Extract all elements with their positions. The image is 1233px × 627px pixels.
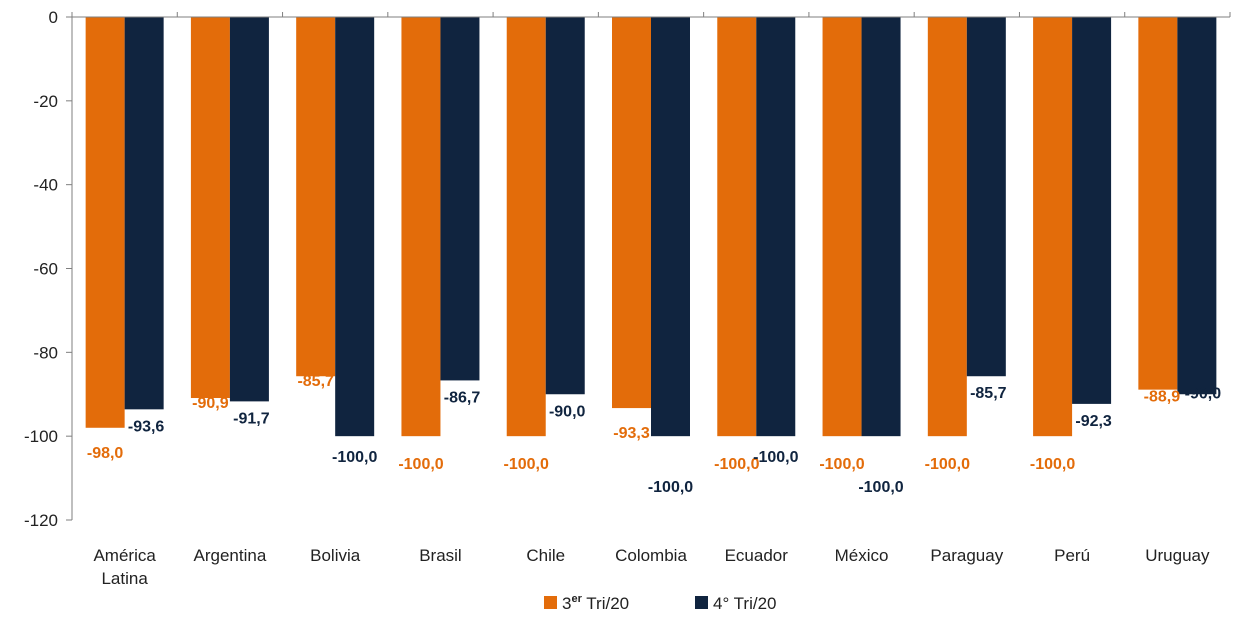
data-label-series1-8: -100,0 [925, 456, 970, 473]
legend-label-series1: 3er Tri/20 [562, 593, 629, 613]
category-label: América [93, 546, 156, 565]
category-label: Brasil [419, 546, 462, 565]
bar-series1-2 [296, 17, 336, 377]
legend-label-series1-base: 3 [562, 594, 571, 613]
bar-series1-5 [612, 17, 651, 409]
bar-series1-8 [927, 17, 967, 437]
bar-series2-10 [1177, 17, 1217, 395]
y-tick-label: -80 [33, 343, 58, 362]
bar-series1-7 [822, 17, 862, 437]
y-tick-label: -20 [33, 92, 58, 111]
legend-swatch-series1 [544, 596, 557, 609]
data-label-series1-5: -93,3 [613, 425, 650, 442]
axes: 0 -20 -40 -60 -80 -100 -120 América Latina Argent… [24, 8, 1231, 588]
data-label-series2-1: -91,7 [233, 410, 270, 427]
bar-series2-8 [966, 17, 1006, 377]
data-label-series1-1: -90,9 [192, 395, 229, 412]
y-tick-label: -100 [24, 427, 58, 446]
bar-series2-7 [861, 17, 901, 437]
legend-label-series2: 4° Tri/20 [713, 594, 777, 613]
data-label-series1-4: -100,0 [504, 456, 549, 473]
y-tick-label: 0 [49, 8, 58, 27]
data-label-series1-10: -88,9 [1144, 389, 1181, 406]
legend: 3er Tri/20 4° Tri/20 [544, 593, 777, 613]
bar-series1-4 [506, 17, 546, 437]
bar-series1-0 [85, 17, 125, 428]
legend-swatch-series2 [695, 596, 708, 609]
category-label: Colombia [615, 546, 687, 565]
bar-series1-3 [401, 17, 441, 437]
y-tick-label: -120 [24, 511, 58, 530]
bar-series2-4 [545, 17, 585, 395]
bar-series2-1 [229, 17, 269, 402]
data-label-series2-5: -100,0 [648, 479, 693, 496]
bar-series2-5 [651, 17, 690, 437]
data-label-series2-0: -93,6 [128, 418, 165, 435]
data-label-series2-4: -90,0 [549, 403, 586, 420]
category-label: Ecuador [725, 546, 789, 565]
bar-series1-1 [190, 17, 230, 399]
category-label: Perú [1054, 546, 1090, 565]
bar-series2-0 [124, 17, 164, 410]
bar-series1-10 [1138, 17, 1178, 390]
category-label: Paraguay [930, 546, 1003, 565]
legend-label-series1-sup: er [571, 593, 582, 605]
data-label-series1-2: -85,7 [297, 373, 334, 390]
bar-series1-6 [717, 17, 757, 437]
category-label: Argentina [194, 546, 267, 565]
category-label: México [835, 546, 889, 565]
y-tick-label: -60 [33, 260, 58, 279]
bar-series1-9 [1033, 17, 1073, 437]
bar-series2-9 [1072, 17, 1112, 404]
category-label: Latina [101, 569, 148, 588]
data-labels: -98,0-90,9-85,7-100,0 -100,0-93,3-100,0 -1… [87, 373, 1221, 496]
bar-series2-3 [440, 17, 480, 381]
plot-area [85, 17, 1217, 437]
data-label-series2-2: -100,0 [332, 449, 377, 466]
category-label: Chile [526, 546, 565, 565]
data-label-series2-8: -85,7 [970, 385, 1007, 402]
data-label-series2-9: -92,3 [1075, 413, 1112, 430]
category-label: Uruguay [1145, 546, 1210, 565]
data-label-series1-0: -98,0 [87, 445, 124, 462]
y-tick-label: -40 [33, 176, 58, 195]
bar-series2-6 [756, 17, 796, 437]
data-label-series1-7: -100,0 [819, 456, 864, 473]
data-label-series2-3: -86,7 [444, 389, 481, 406]
bar-series2-2 [335, 17, 375, 437]
category-label: Bolivia [310, 546, 361, 565]
data-label-series1-6: -100,0 [714, 456, 759, 473]
data-label-series2-10: -90,0 [1185, 385, 1222, 402]
legend-label-series1-rest: Tri/20 [582, 594, 629, 613]
data-label-series1-9: -100,0 [1030, 456, 1075, 473]
data-label-series2-6: -100,0 [753, 449, 798, 466]
data-label-series1-3: -100,0 [398, 456, 443, 473]
data-label-series2-7: -100,0 [858, 479, 903, 496]
